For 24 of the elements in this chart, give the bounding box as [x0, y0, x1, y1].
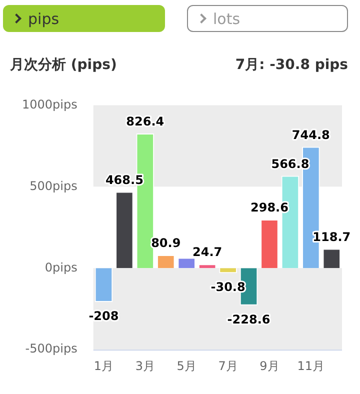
x-tick-label: 7月: [218, 358, 238, 373]
x-tick-label: 3月: [135, 358, 155, 373]
text: lots: [213, 10, 240, 28]
chart-title: 月次分析 (pips): [10, 56, 117, 74]
x-tick-label: 1月: [94, 358, 114, 373]
data-label: -228.6: [227, 312, 270, 326]
x-tick-label: 5月: [176, 358, 196, 373]
y-tick-label: -500pips: [25, 342, 78, 356]
x-tick-label: 11月: [297, 358, 325, 373]
data-label: 80.9: [151, 236, 181, 250]
y-tick-label: 500pips: [30, 178, 78, 193]
data-label: 24.7: [192, 245, 222, 260]
x-tick-label: 9月: [260, 358, 280, 373]
y-tick-label: 0pips: [44, 260, 78, 274]
data-label: 118.7: [312, 230, 351, 244]
data-label: 468.5: [105, 172, 144, 187]
data-label: 826.4: [126, 114, 164, 128]
data-label: -208: [88, 309, 119, 324]
text: pips: [28, 10, 60, 28]
chart-subtitle: 7月: -30.8 pips: [235, 56, 348, 74]
data-label: 566.8: [271, 156, 310, 171]
y-tick-label: 1000pips: [22, 97, 78, 112]
data-label: 298.6: [250, 200, 288, 214]
data-label: 744.8: [292, 128, 330, 142]
